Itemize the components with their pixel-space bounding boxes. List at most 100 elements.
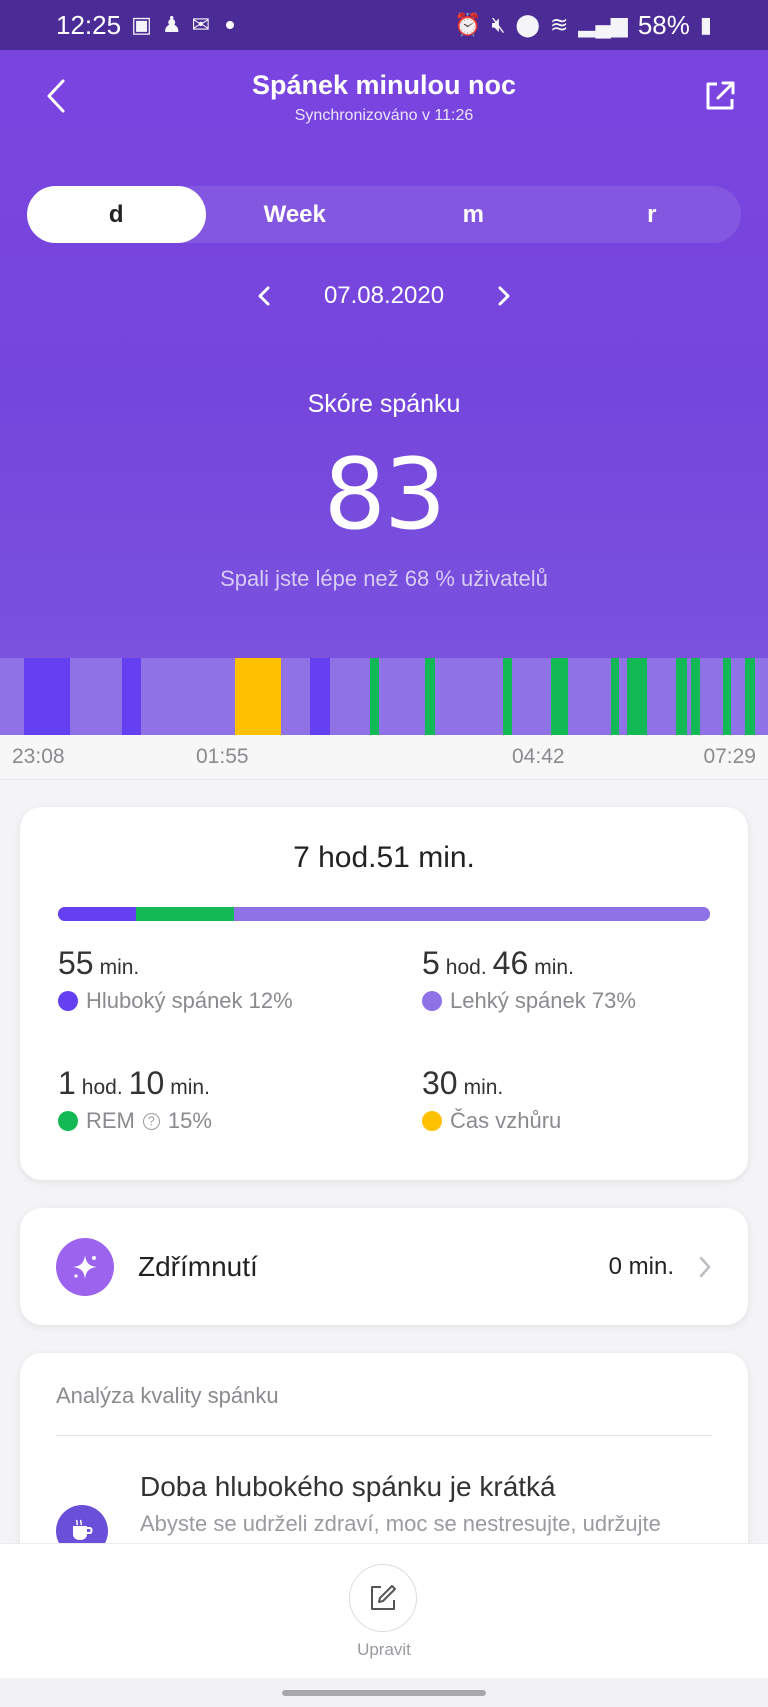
timeline-segment-rem bbox=[550, 658, 569, 735]
timeline-tick: 04:42 bbox=[512, 745, 565, 768]
timeline-axis: 23:08 01:55 04:42 07:29 bbox=[0, 735, 768, 780]
tab-day[interactable]: d bbox=[27, 186, 206, 243]
battery-percent: 58% bbox=[637, 9, 690, 40]
wifi-icon: ≋ bbox=[549, 12, 569, 37]
composition-bar-deep bbox=[58, 907, 137, 921]
rem-percent: 15% bbox=[167, 1108, 212, 1133]
timeline-segment-rem bbox=[627, 658, 647, 735]
timeline-segment-rem bbox=[370, 658, 379, 735]
help-icon[interactable]: ? bbox=[142, 1112, 160, 1130]
status-bar: 12:25 ▣ ♟ ✉ ⏰ 🔇︎ ⬤ ≋ ▂▄▆ 58% ▮ bbox=[0, 0, 768, 50]
timeline-segment-light bbox=[686, 658, 692, 735]
timeline-segment-rem bbox=[503, 658, 513, 735]
rem-label: REM bbox=[86, 1108, 135, 1133]
tab-year[interactable]: r bbox=[647, 200, 657, 228]
rem-swatch bbox=[58, 1111, 78, 1131]
stat-rem-sleep: 1 hod. 10 min. REM ? 15% bbox=[58, 1065, 378, 1134]
analysis-item-title[interactable]: Doba hlubokého spánku je krátká bbox=[140, 1471, 556, 1502]
sleep-score-comparison: Spali jste lépe než 68 % uživatelů bbox=[220, 566, 548, 591]
light-hours-unit: hod. bbox=[445, 956, 487, 979]
page-title: Spánek minulou noc bbox=[251, 70, 517, 100]
rem-hours-unit: hod. bbox=[81, 1076, 123, 1099]
timeline-segment-light bbox=[568, 658, 612, 735]
stat-light-sleep: 5 hod. 46 min. Lehký spánek 73% bbox=[422, 945, 742, 1014]
battery-icon: ▮ bbox=[699, 12, 712, 37]
back-arrow-icon bbox=[47, 79, 65, 113]
system-navigation-bar bbox=[0, 1678, 768, 1707]
sleep-summary-card: 7 hod.51 min. 55 min. Hluboký spánek 12%… bbox=[20, 807, 748, 1180]
timeline-segment-deep bbox=[23, 658, 70, 735]
timeline-segment-rem bbox=[424, 658, 435, 735]
timeline-segment-awake bbox=[235, 658, 282, 735]
share-icon bbox=[706, 81, 735, 110]
header: Spánek minulou noc Synchronizováno v 11:… bbox=[0, 50, 768, 140]
nap-label: Zdřímnutí bbox=[138, 1250, 258, 1282]
sleep-score-value: 83 bbox=[323, 438, 447, 552]
mail-icon: ✉ bbox=[191, 12, 211, 37]
app-notification-icon: ♟ bbox=[161, 12, 182, 37]
light-minutes-unit: min. bbox=[534, 956, 574, 979]
signal-icon: ▂▄▆ bbox=[578, 12, 628, 37]
edit-icon bbox=[371, 1585, 396, 1610]
timeline-segment-rem bbox=[675, 658, 687, 735]
sync-status: Synchronizováno v 11:26 bbox=[294, 107, 474, 124]
timeline-segment-deep bbox=[122, 658, 142, 735]
edit-button[interactable] bbox=[349, 1564, 417, 1632]
timeline-segment-light bbox=[512, 658, 551, 735]
total-sleep-duration: 7 hod.51 min. bbox=[293, 841, 475, 874]
composition-bar-rem bbox=[136, 907, 235, 921]
sleep-composition-bar bbox=[58, 907, 710, 921]
awake-label: Čas vzhůru bbox=[450, 1108, 562, 1133]
tab-month[interactable]: m bbox=[462, 200, 484, 228]
nap-row[interactable]: Zdřímnutí 0 min. bbox=[20, 1208, 748, 1325]
timeline-tick: 07:29 bbox=[703, 745, 756, 768]
light-hours: 5 bbox=[422, 945, 440, 981]
chevron-right-icon bbox=[498, 286, 510, 306]
sparkle-icon bbox=[56, 1237, 114, 1296]
timeline-segment-rem bbox=[611, 658, 619, 735]
current-date: 07.08.2020 bbox=[323, 282, 445, 309]
home-gesture-handle[interactable] bbox=[282, 1690, 486, 1696]
chevron-right-icon bbox=[699, 1256, 711, 1277]
analysis-title: Analýza kvality spánku bbox=[56, 1383, 279, 1408]
light-sleep-label: Lehký spánek 73% bbox=[450, 988, 636, 1013]
period-tabs: d Week m r bbox=[27, 186, 741, 243]
mute-icon: 🔇︎ bbox=[491, 12, 506, 37]
deep-sleep-swatch bbox=[58, 991, 78, 1011]
back-button[interactable] bbox=[36, 74, 76, 118]
light-sleep-swatch bbox=[422, 991, 442, 1011]
status-time: 12:25 bbox=[56, 9, 122, 40]
nap-duration: 0 min. bbox=[608, 1252, 674, 1280]
sleep-stage-timeline[interactable] bbox=[0, 658, 768, 735]
previous-date-button[interactable] bbox=[252, 281, 276, 311]
timeline-segment-deep bbox=[310, 658, 331, 735]
stat-deep-sleep: 55 min. Hluboký spánek 12% bbox=[58, 945, 378, 1014]
timeline-segment-rem bbox=[744, 658, 755, 735]
date-navigator: 07.08.2020 bbox=[0, 276, 768, 316]
deep-minutes-unit: min. bbox=[99, 956, 140, 979]
timeline-segment-light bbox=[731, 658, 745, 735]
share-button[interactable] bbox=[698, 74, 742, 118]
timeline-segment-light bbox=[646, 658, 676, 735]
rem-minutes: 10 bbox=[128, 1065, 165, 1101]
sleep-score-label: Skóre spánku bbox=[307, 390, 461, 418]
timeline-segment-rem bbox=[691, 658, 701, 735]
timeline-segment-light bbox=[0, 658, 24, 735]
analysis-item-text: Abyste se udrželi zdraví, moc se nestres… bbox=[140, 1511, 661, 1536]
timeline-segment-light bbox=[378, 658, 425, 735]
tab-week[interactable]: Week bbox=[263, 200, 326, 228]
divider bbox=[56, 1435, 712, 1436]
sleep-quality-analysis-card: Analýza kvality spánku Doba hlubokého sp… bbox=[20, 1353, 748, 1573]
location-icon: ⬤ bbox=[515, 12, 540, 37]
next-date-button[interactable] bbox=[492, 281, 516, 311]
timeline-segment-light bbox=[141, 658, 235, 735]
timeline-segment-light bbox=[281, 658, 311, 735]
deep-minutes: 55 bbox=[58, 945, 94, 981]
awake-minutes-unit: min. bbox=[463, 1076, 504, 1099]
awake-minutes: 30 bbox=[422, 1065, 458, 1101]
timeline-segment-light bbox=[619, 658, 628, 735]
awake-swatch bbox=[422, 1111, 442, 1131]
stat-awake: 30 min. Čas vzhůru bbox=[422, 1065, 742, 1134]
bottom-action-bar: Upravit bbox=[0, 1543, 768, 1678]
rem-hours: 1 bbox=[58, 1065, 76, 1101]
